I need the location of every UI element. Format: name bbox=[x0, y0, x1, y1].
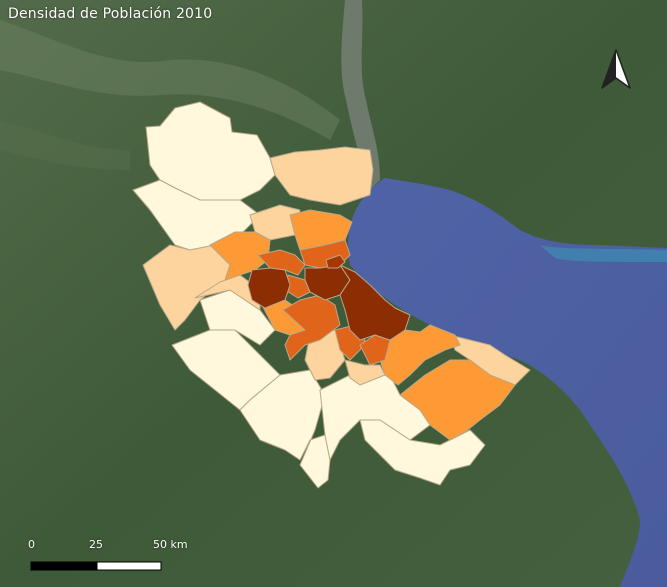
partido-core-3[interactable] bbox=[325, 254, 346, 269]
scale-label-50: 50 km bbox=[153, 538, 188, 551]
partido-la-plata[interactable] bbox=[399, 359, 516, 441]
shoreline-tint bbox=[540, 245, 667, 262]
scale-label-25: 25 bbox=[89, 538, 103, 551]
partido-southwest-2[interactable] bbox=[239, 369, 331, 489]
partido-north-escobar[interactable] bbox=[269, 146, 374, 206]
partido-west-north[interactable] bbox=[132, 179, 261, 251]
partido-southeast-1[interactable] bbox=[449, 334, 531, 386]
partido-center-south-3[interactable] bbox=[359, 334, 391, 366]
river-parana bbox=[341, 0, 380, 190]
scale-bar bbox=[30, 561, 162, 571]
partidos-layer bbox=[132, 101, 531, 489]
partido-south-2[interactable] bbox=[359, 419, 486, 486]
wetland-patch bbox=[0, 120, 130, 170]
scale-label-0: 0 bbox=[28, 538, 35, 551]
partido-southeast-2[interactable] bbox=[379, 324, 461, 386]
rio-de-la-plata bbox=[348, 178, 667, 587]
map-title: Densidad de Población 2010 bbox=[8, 6, 213, 22]
partido-caba[interactable] bbox=[339, 264, 411, 341]
north-arrow-icon bbox=[601, 49, 631, 89]
delta-wetland bbox=[0, 20, 340, 140]
partido-core-1[interactable] bbox=[247, 267, 291, 309]
